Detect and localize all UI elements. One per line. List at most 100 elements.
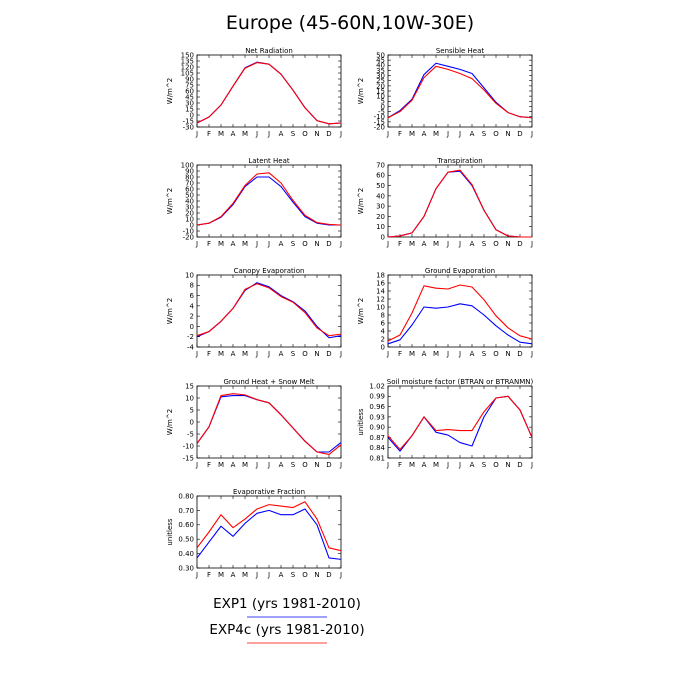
x-tick-label: M <box>242 571 248 579</box>
series-line-exp1 <box>387 62 533 119</box>
y-tick-label: -15 <box>183 454 194 462</box>
x-tick-label: M <box>433 240 439 248</box>
y-tick-label: 0 <box>190 111 194 119</box>
x-tick-label: M <box>218 240 224 248</box>
y-tick-label: 135 <box>181 57 194 65</box>
plot-frame <box>196 164 342 238</box>
y-tick-label: 0.50 <box>178 536 194 544</box>
y-axis-label: W/m^2 <box>357 78 365 104</box>
y-tick-label: 14 <box>376 287 385 295</box>
panel-title: Sensible Heat <box>436 47 485 55</box>
y-tick-label: 0 <box>190 323 194 331</box>
series-line-exp1 <box>196 395 342 453</box>
x-tick-label: A <box>422 461 427 469</box>
y-tick-label: 70 <box>376 161 385 169</box>
x-tick-label: A <box>279 571 284 579</box>
x-tick-label: J <box>267 130 270 138</box>
y-axis-label: W/m^2 <box>166 298 174 324</box>
series-line-exp4c <box>196 501 342 552</box>
series-line-exp4c <box>387 395 533 450</box>
x-tick-label: J <box>267 240 270 248</box>
series-line-exp1 <box>196 61 342 125</box>
y-tick-label: -4 <box>187 343 195 351</box>
y-tick-label: 35 <box>376 67 385 75</box>
x-tick-label: J <box>446 240 449 248</box>
x-tick-label: J <box>530 130 533 138</box>
x-tick-label: A <box>422 240 427 248</box>
x-tick-label: M <box>218 350 224 358</box>
x-tick-label: O <box>493 461 499 469</box>
y-tick-label: 0.30 <box>178 564 194 572</box>
x-tick-label: J <box>458 130 461 138</box>
y-tick-label: -20 <box>374 123 385 131</box>
y-tick-label: 20 <box>376 213 385 221</box>
x-tick-label: S <box>482 461 487 469</box>
x-tick-label: O <box>493 350 499 358</box>
x-tick-label: F <box>398 461 402 469</box>
panel-title: Transpiration <box>436 157 482 165</box>
x-tick-label: O <box>302 571 308 579</box>
y-axis-label: W/m^2 <box>166 78 174 104</box>
x-tick-label: S <box>482 130 487 138</box>
x-tick-label: J <box>255 240 258 248</box>
y-tick-label: 10 <box>185 215 194 223</box>
x-tick-label: M <box>433 130 439 138</box>
x-tick-label: M <box>242 130 248 138</box>
y-tick-label: 150 <box>181 51 194 59</box>
plot-frame <box>387 164 533 238</box>
legend-label: EXP1 (yrs 1981-2010) <box>213 596 361 612</box>
y-tick-label: 50 <box>376 182 385 190</box>
x-tick-label: J <box>255 571 258 579</box>
x-tick-label: D <box>517 240 522 248</box>
x-tick-label: D <box>326 350 331 358</box>
x-tick-label: M <box>433 350 439 358</box>
y-tick-label: 6 <box>381 319 386 327</box>
y-tick-label: 15 <box>185 382 194 390</box>
x-tick-label: F <box>398 240 402 248</box>
x-tick-label: N <box>314 130 319 138</box>
x-tick-label: A <box>231 130 236 138</box>
x-tick-label: O <box>302 461 308 469</box>
x-tick-label: O <box>302 130 308 138</box>
x-tick-label: M <box>242 350 248 358</box>
y-tick-label: 50 <box>376 51 385 59</box>
y-tick-label: 2 <box>190 313 194 321</box>
y-tick-label: 75 <box>185 81 194 89</box>
x-tick-label: D <box>326 240 331 248</box>
x-tick-label: J <box>267 461 270 469</box>
x-tick-label: F <box>398 350 402 358</box>
y-tick-label: 40 <box>376 192 385 200</box>
x-tick-label: N <box>505 130 510 138</box>
x-tick-label: A <box>422 350 427 358</box>
y-tick-label: 60 <box>376 172 385 180</box>
y-axis-label: W/m^2 <box>166 409 174 435</box>
x-tick-label: D <box>326 461 331 469</box>
x-tick-label: D <box>517 461 522 469</box>
y-tick-label: 2 <box>381 335 385 343</box>
y-tick-label: 0 <box>381 103 385 111</box>
x-tick-label: F <box>207 461 211 469</box>
y-tick-label: -30 <box>183 123 194 131</box>
x-tick-label: S <box>291 461 296 469</box>
x-tick-label: F <box>207 350 211 358</box>
x-tick-label: S <box>291 350 296 358</box>
x-tick-label: J <box>446 350 449 358</box>
y-tick-label: 70 <box>185 179 194 187</box>
x-tick-label: A <box>279 240 284 248</box>
x-tick-label: M <box>409 461 415 469</box>
series-line-exp4c <box>387 65 533 119</box>
x-tick-label: A <box>279 350 284 358</box>
x-tick-label: M <box>409 240 415 248</box>
y-tick-label: 0 <box>190 418 194 426</box>
y-tick-label: 40 <box>185 197 194 205</box>
plot-frame <box>196 385 342 459</box>
x-tick-label: A <box>470 240 475 248</box>
y-tick-label: 6 <box>190 292 195 300</box>
x-tick-label: D <box>517 130 522 138</box>
y-axis-label: W/m^2 <box>357 298 365 324</box>
y-tick-label: 120 <box>181 63 194 71</box>
